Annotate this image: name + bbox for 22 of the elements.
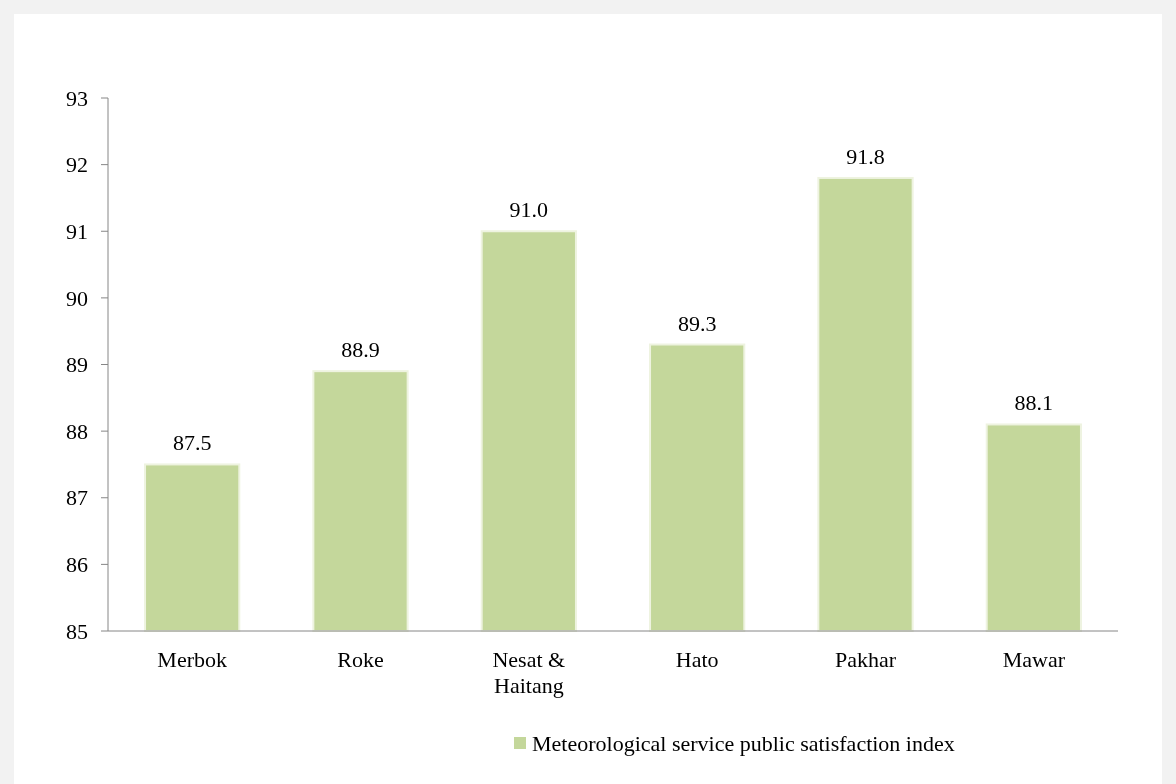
x-tick-label: Pakhar	[834, 647, 897, 672]
y-tick-label: 86	[66, 552, 88, 578]
x-tick-label: Merbok	[157, 647, 227, 672]
y-tick-label: 88	[66, 418, 88, 444]
data-label: 91.0	[509, 197, 549, 223]
x-tick-label: Nesat & Haitang	[492, 647, 566, 698]
y-tick-label: 92	[66, 152, 88, 178]
data-label: 88.1	[1014, 390, 1054, 416]
data-label: 89.3	[677, 310, 717, 336]
x-tick-label: Roke	[337, 647, 384, 672]
data-label: 91.8	[846, 143, 885, 169]
x-tick-label: Hato	[675, 647, 719, 672]
y-tick-label: 93	[66, 85, 88, 111]
data-label: 88.9	[341, 337, 380, 363]
x-tick-label: Mawar	[1002, 647, 1066, 672]
y-tick-label: 87	[66, 485, 88, 511]
y-tick-label: 89	[66, 352, 88, 378]
data-label: 87.5	[172, 430, 212, 456]
legend-label: Meteorological service public satisfaction index	[532, 730, 955, 756]
y-tick-label: 85	[66, 618, 88, 644]
y-tick-label: 91	[66, 218, 88, 244]
y-tick-label: 90	[66, 285, 88, 311]
